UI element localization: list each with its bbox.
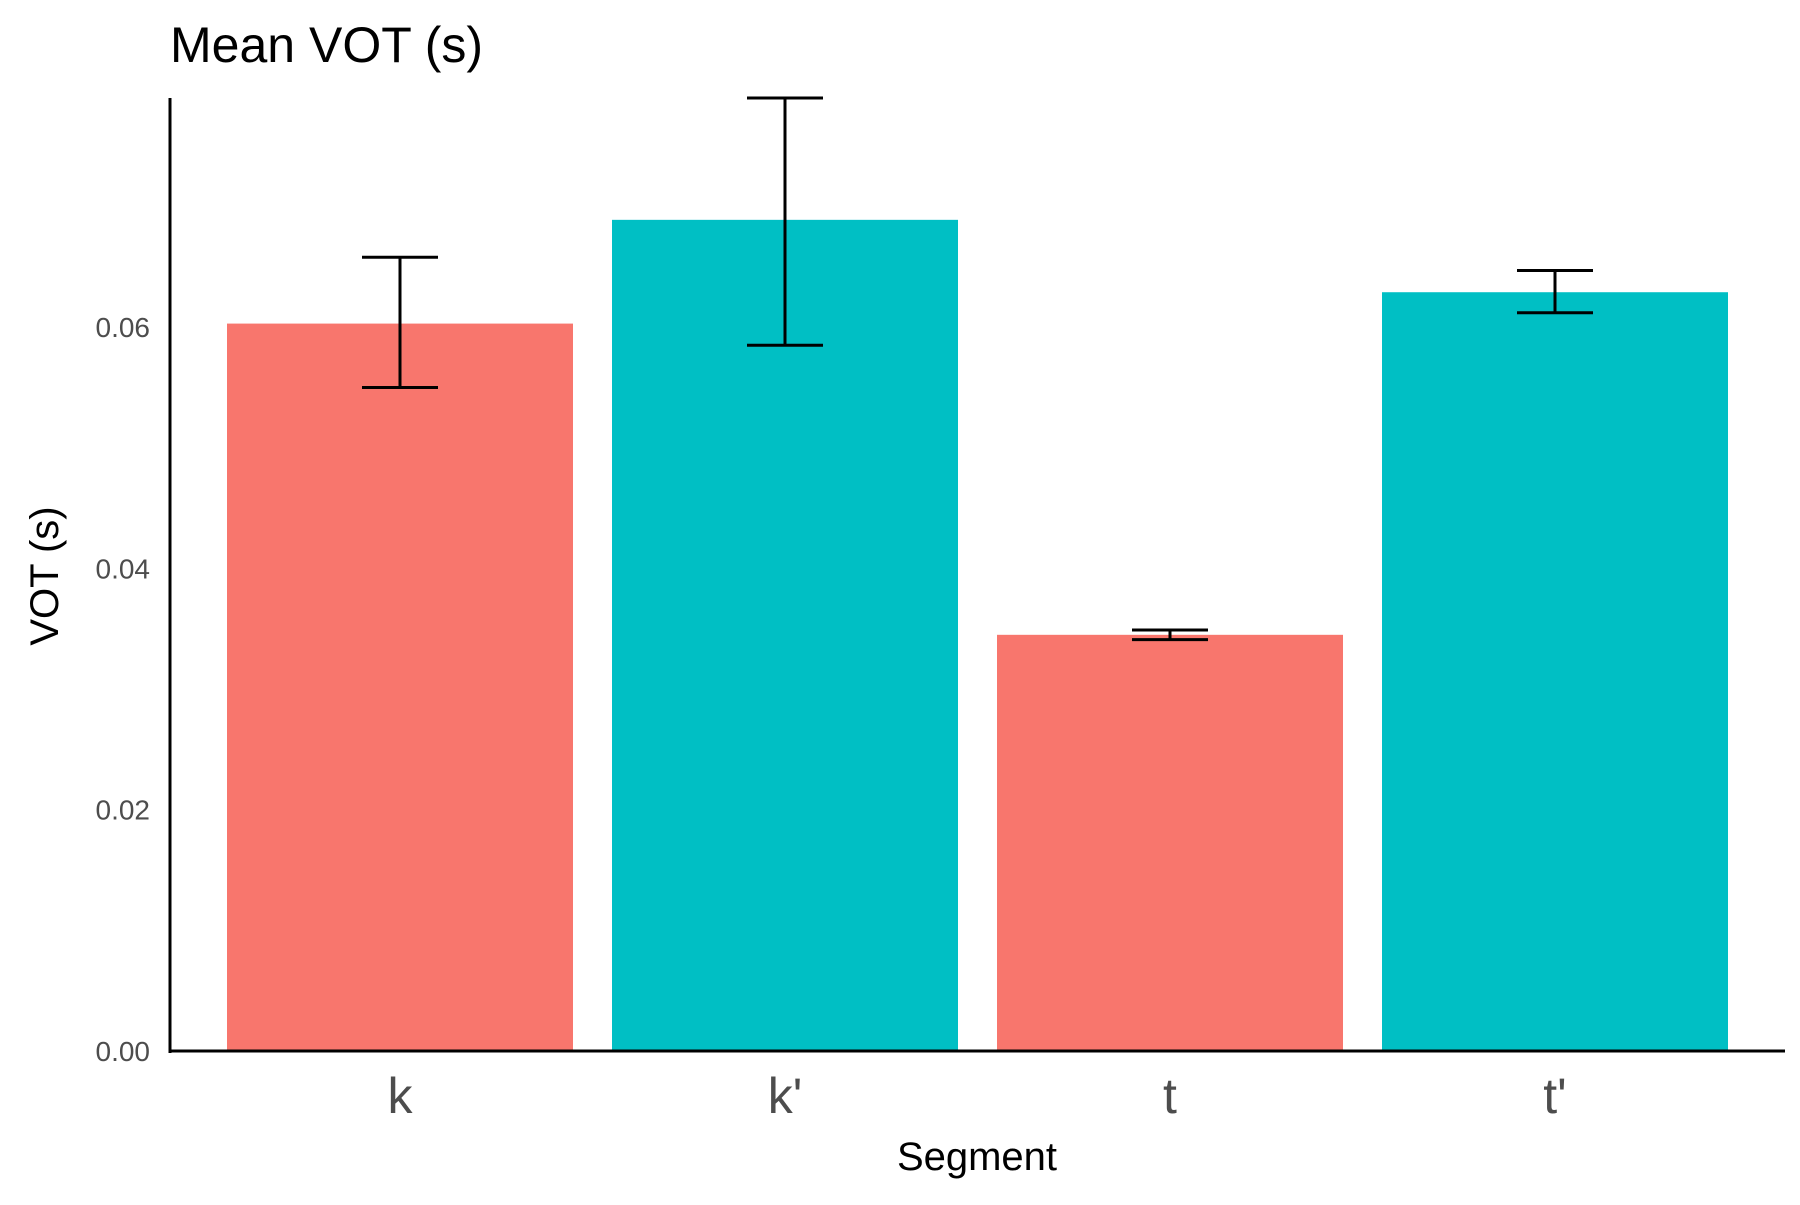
y-axis-title: VOT (s) [23,506,67,645]
error-bar-2 [747,96,823,347]
bar-2 [612,219,958,1051]
bar-1 [227,323,573,1051]
x-axis-title: Segment [897,1135,1057,1179]
x-tick-label: k [388,1068,414,1124]
x-tick-labels: k k' t t' [388,1068,1567,1124]
bar-4 [1382,292,1728,1051]
error-bar-1 [362,255,438,390]
y-tick-label: 0.02 [96,795,151,826]
y-tick-label: 0.00 [96,1036,151,1067]
error-bar-4 [1517,269,1593,315]
x-tick-label: k' [768,1068,803,1124]
error-bar-3 [1132,628,1208,642]
chart-title: Mean VOT (s) [170,17,483,73]
x-tick-label: t' [1543,1068,1566,1124]
error-bars-group [362,96,1593,642]
y-tick-label: 0.04 [96,553,151,584]
y-tick-labels: 0.00 0.02 0.04 0.06 [96,312,151,1067]
bar-3 [997,634,1343,1051]
y-tick-label: 0.06 [96,312,151,343]
bars-group [227,219,1728,1051]
x-tick-label: t [1163,1068,1177,1124]
